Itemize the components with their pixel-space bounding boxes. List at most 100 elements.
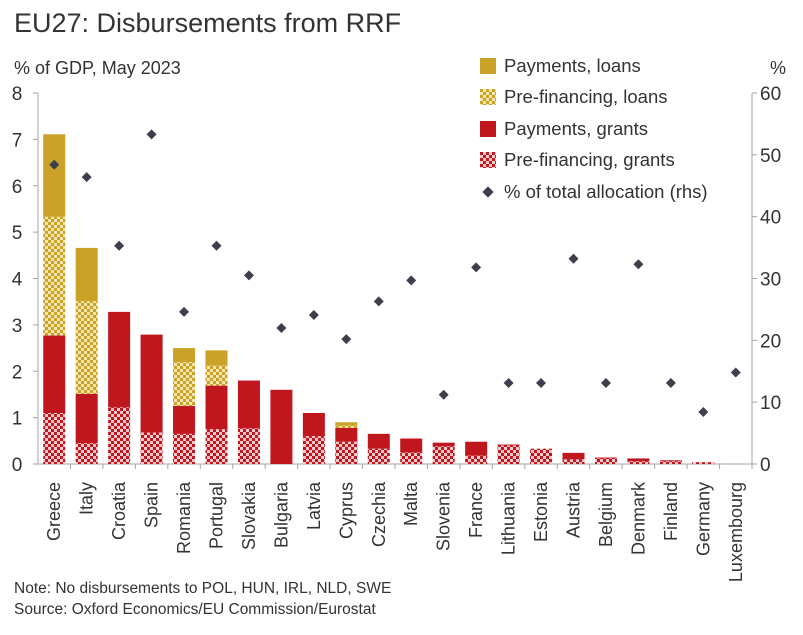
legend-item-prefinancing-grants: Pre-financing, grants bbox=[480, 145, 708, 177]
x-tick-label: Croatia bbox=[109, 481, 129, 540]
allocation-point bbox=[373, 296, 384, 307]
bar-segment bbox=[594, 458, 617, 464]
allocation-point bbox=[406, 275, 417, 286]
right-tick-label: 40 bbox=[760, 208, 781, 229]
right-tick-label: 20 bbox=[760, 331, 781, 352]
bar-segment bbox=[497, 445, 520, 464]
bar-segment bbox=[173, 361, 196, 407]
x-tick-label: Belgium bbox=[596, 482, 616, 547]
x-tick-label: Italy bbox=[77, 482, 97, 515]
legend-label: Payments, loans bbox=[504, 54, 641, 76]
legend-label: Payments, grants bbox=[504, 117, 648, 139]
left-tick-label: 4 bbox=[12, 270, 23, 291]
left-tick-label: 5 bbox=[12, 223, 23, 244]
x-tick-label: Finland bbox=[661, 482, 681, 541]
bar-segment bbox=[75, 443, 98, 464]
x-tick-label: Bulgaria bbox=[271, 481, 291, 548]
bar-segment bbox=[530, 448, 553, 464]
diamond-icon bbox=[480, 184, 496, 200]
x-tick-label: Romania bbox=[174, 481, 194, 554]
chart-title: EU27: Disbursements from RRF bbox=[14, 8, 402, 38]
legend-item-allocation: % of total allocation (rhs) bbox=[480, 176, 708, 208]
bar-segment bbox=[75, 301, 98, 394]
left-tick-label: 2 bbox=[12, 362, 23, 383]
legend-label: Pre-financing, loans bbox=[504, 86, 668, 108]
x-tick-label: Cyprus bbox=[336, 482, 356, 539]
allocation-point bbox=[276, 322, 287, 333]
allocation-point bbox=[211, 240, 222, 251]
left-tick-label: 7 bbox=[12, 130, 23, 151]
bar-segment bbox=[562, 452, 585, 460]
legend-swatch-prefinancing-grants bbox=[480, 152, 496, 169]
x-tick-label: Austria bbox=[564, 481, 584, 538]
bar-segment bbox=[173, 348, 196, 362]
legend-swatch-prefinancing-loans bbox=[480, 89, 496, 106]
bar-segment bbox=[465, 455, 488, 464]
bar-segment bbox=[302, 436, 325, 464]
allocation-point bbox=[146, 129, 157, 140]
bar-segment bbox=[205, 385, 228, 430]
bar-segment bbox=[205, 350, 228, 366]
bar-segment bbox=[75, 247, 98, 302]
legend-swatch-payments-loans bbox=[480, 57, 496, 74]
bar-segment bbox=[400, 452, 423, 464]
x-tick-label: Malta bbox=[401, 481, 421, 526]
bar-segment bbox=[173, 433, 196, 464]
allocation-point bbox=[600, 377, 611, 388]
bar-segment bbox=[43, 412, 66, 464]
x-tick-label: Slovenia bbox=[434, 481, 454, 551]
bar-segment bbox=[302, 412, 325, 437]
allocation-point bbox=[243, 270, 254, 281]
left-tick-label: 0 bbox=[12, 455, 23, 476]
x-tick-label: Portugal bbox=[207, 482, 227, 549]
bar-segment bbox=[432, 442, 455, 447]
bar-segment bbox=[562, 459, 585, 464]
allocation-point bbox=[633, 259, 644, 270]
right-tick-label: 30 bbox=[760, 270, 781, 291]
allocation-point bbox=[503, 377, 514, 388]
source-text: Source: Oxford Economics/EU Commission/E… bbox=[14, 601, 376, 618]
x-tick-label: Denmark bbox=[628, 481, 648, 555]
bar-segment bbox=[659, 461, 682, 464]
bar-segment bbox=[335, 427, 358, 442]
bar-segment bbox=[594, 457, 617, 459]
bar-segment bbox=[205, 365, 228, 386]
bar-segment bbox=[237, 428, 260, 464]
right-tick-label: 0 bbox=[760, 455, 771, 476]
bar-segment bbox=[43, 216, 66, 336]
bar-segment bbox=[400, 438, 423, 453]
bar-segment bbox=[692, 462, 715, 464]
allocation-point bbox=[341, 334, 352, 345]
bar-segment bbox=[335, 425, 358, 428]
bar-segment bbox=[335, 422, 358, 426]
bar-segment bbox=[335, 441, 358, 464]
left-tick-label: 3 bbox=[12, 316, 23, 337]
bar-segment bbox=[432, 446, 455, 464]
allocation-point bbox=[438, 389, 449, 400]
bar-segment bbox=[627, 458, 650, 462]
bar-segment bbox=[465, 441, 488, 456]
x-tick-label: Czechia bbox=[369, 481, 389, 547]
legend-label: % of total allocation (rhs) bbox=[504, 180, 708, 202]
bar-segment bbox=[627, 461, 650, 464]
allocation-point bbox=[665, 377, 676, 388]
bar-segment bbox=[497, 444, 520, 446]
note-text: Note: No disbursements to POL, HUN, IRL,… bbox=[14, 580, 392, 597]
left-tick-label: 6 bbox=[12, 177, 23, 198]
left-axis-label: % of GDP, May 2023 bbox=[14, 58, 181, 78]
x-tick-label: Estonia bbox=[531, 481, 551, 542]
allocation-point bbox=[81, 172, 92, 183]
allocation-point bbox=[179, 306, 190, 317]
bar-segment bbox=[659, 460, 682, 462]
bar-segment bbox=[367, 433, 390, 449]
bar-segment bbox=[140, 334, 163, 433]
bar-segment bbox=[140, 432, 163, 464]
x-tick-label: Slovakia bbox=[239, 481, 259, 550]
x-tick-label: France bbox=[466, 482, 486, 538]
allocation-point bbox=[308, 309, 319, 320]
bar-segment bbox=[367, 448, 390, 464]
bar-segment bbox=[108, 311, 131, 408]
right-axis-label: % bbox=[770, 58, 787, 78]
bars-group bbox=[43, 134, 715, 464]
